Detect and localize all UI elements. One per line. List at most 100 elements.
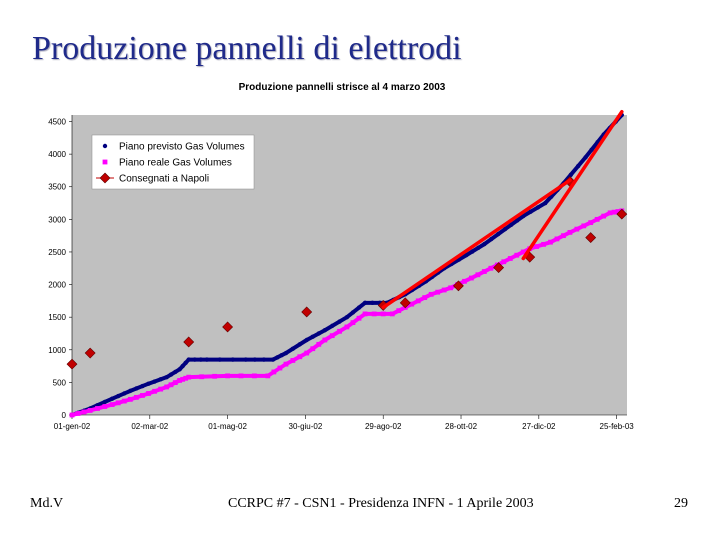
data-point bbox=[528, 209, 533, 214]
data-point bbox=[362, 300, 368, 306]
data-point bbox=[501, 259, 507, 265]
data-point bbox=[330, 323, 335, 329]
data-point bbox=[158, 377, 163, 382]
data-point bbox=[583, 155, 588, 160]
data-point bbox=[356, 305, 362, 310]
data-point bbox=[568, 172, 574, 177]
data-point bbox=[409, 301, 415, 307]
y-tick-label: 3500 bbox=[48, 183, 66, 192]
footer-event: CCRPC #7 - CSN1 - Presidenza INFN - 1 Ap… bbox=[228, 496, 534, 511]
data-point bbox=[448, 285, 454, 291]
data-point bbox=[297, 342, 302, 347]
data-point bbox=[541, 241, 546, 247]
data-point bbox=[567, 229, 573, 235]
legend-swatch bbox=[99, 172, 111, 184]
legend-swatch bbox=[102, 159, 108, 165]
data-point bbox=[177, 367, 182, 372]
legend-label: Piano reale Gas Volumes bbox=[119, 158, 232, 169]
data-point bbox=[173, 369, 178, 375]
data-point bbox=[575, 163, 581, 169]
data-point bbox=[515, 218, 520, 223]
data-point bbox=[204, 357, 210, 362]
data-point bbox=[290, 358, 296, 363]
data-point bbox=[164, 384, 170, 390]
data-point bbox=[350, 310, 356, 315]
data-point bbox=[177, 378, 183, 383]
data-point bbox=[122, 391, 127, 396]
y-tick-label: 4000 bbox=[48, 150, 66, 159]
legend: Piano previsto Gas Volumes Piano reale Ga… bbox=[91, 134, 255, 190]
data-point bbox=[337, 319, 342, 324]
data-point bbox=[164, 374, 169, 380]
production-chart: Produzione pannelli strisce al 4 marzo 2… bbox=[48, 82, 634, 431]
y-tick-label: 0 bbox=[62, 411, 67, 420]
data-point bbox=[128, 388, 133, 394]
data-point bbox=[482, 241, 487, 247]
data-point bbox=[581, 223, 587, 229]
data-point bbox=[489, 236, 494, 242]
y-tick-label: 500 bbox=[53, 378, 67, 387]
trend-line bbox=[521, 109, 624, 261]
data-point bbox=[146, 391, 151, 396]
data-point bbox=[265, 373, 271, 379]
data-point bbox=[168, 372, 174, 377]
data-point bbox=[304, 337, 309, 343]
data-point bbox=[380, 311, 386, 317]
data-point bbox=[297, 354, 303, 360]
data-point bbox=[270, 357, 276, 362]
x-tick-label: 02-mar-02 bbox=[131, 422, 168, 431]
data-point bbox=[350, 320, 356, 326]
data-point bbox=[310, 346, 316, 352]
x-tick-label: 30-giu-02 bbox=[289, 422, 323, 431]
chart-title: Produzione pannelli strisce al 4 marzo 2… bbox=[239, 82, 446, 93]
data-point bbox=[389, 311, 395, 317]
data-point bbox=[277, 365, 283, 371]
data-point bbox=[601, 213, 607, 219]
series bbox=[69, 208, 625, 418]
data-point bbox=[283, 350, 289, 356]
y-tick-label: 2500 bbox=[48, 248, 66, 257]
legend-box bbox=[91, 134, 255, 190]
data-point bbox=[290, 346, 296, 351]
data-point bbox=[180, 363, 185, 369]
data-point bbox=[261, 357, 267, 362]
data-point bbox=[275, 355, 280, 360]
data-point bbox=[475, 272, 481, 278]
data-point bbox=[554, 236, 560, 242]
data-point bbox=[134, 394, 139, 400]
data-point bbox=[462, 278, 467, 284]
data-point bbox=[371, 311, 377, 317]
data-point bbox=[279, 353, 284, 358]
data-point bbox=[316, 331, 322, 336]
data-point bbox=[152, 379, 157, 384]
data-point bbox=[585, 232, 597, 244]
data-point bbox=[186, 357, 191, 362]
data-point bbox=[158, 386, 164, 392]
data-point bbox=[75, 411, 81, 416]
data-point bbox=[134, 386, 139, 391]
data-point bbox=[310, 334, 315, 339]
data-point bbox=[322, 337, 328, 343]
data-point bbox=[81, 409, 87, 415]
data-point bbox=[316, 341, 322, 347]
data-point bbox=[502, 226, 508, 232]
data-point bbox=[183, 336, 195, 348]
data-point bbox=[115, 400, 121, 406]
series bbox=[66, 176, 628, 370]
data-point bbox=[252, 373, 257, 379]
data-point bbox=[180, 376, 186, 382]
data-point bbox=[521, 213, 526, 219]
x-axis-ticks: 01-gen-02 02-mar-02 01-mag-02 30-giu-02 29-a… bbox=[54, 415, 634, 431]
data-point bbox=[435, 289, 441, 295]
data-point bbox=[172, 380, 178, 386]
data-point bbox=[344, 314, 350, 320]
data-point bbox=[561, 233, 566, 239]
data-point bbox=[481, 269, 487, 274]
data-point bbox=[121, 398, 127, 404]
data-point bbox=[116, 393, 121, 399]
y-tick-label: 2000 bbox=[48, 281, 66, 290]
y-tick-label: 4500 bbox=[48, 118, 66, 127]
data-point bbox=[192, 357, 197, 362]
data-point bbox=[508, 222, 514, 227]
data-point bbox=[66, 358, 78, 370]
